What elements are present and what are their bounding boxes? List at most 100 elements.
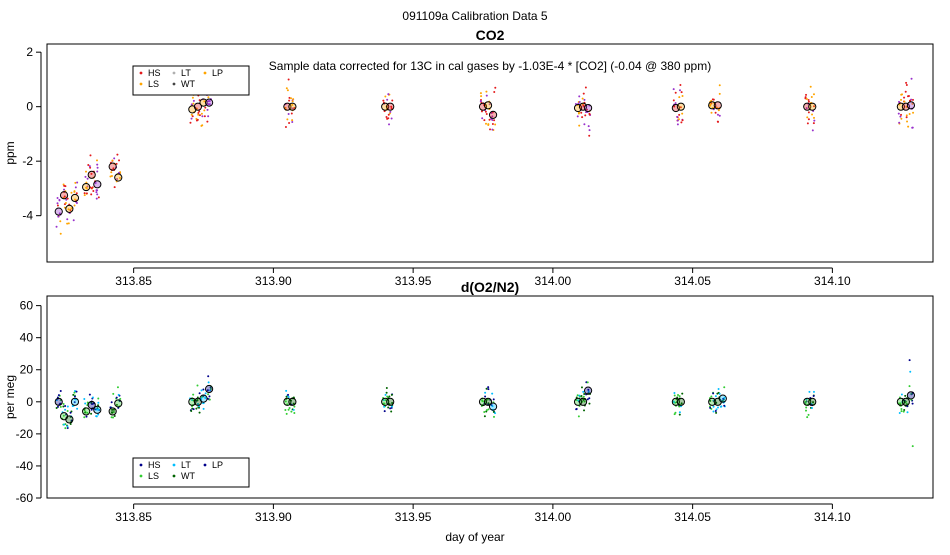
- sample-point: [480, 95, 483, 98]
- sample-point: [714, 409, 717, 412]
- sample-point: [673, 394, 676, 397]
- sample-point: [389, 110, 392, 113]
- sample-point: [491, 115, 494, 118]
- sample-point: [807, 413, 810, 416]
- sample-point: [196, 384, 199, 387]
- sample-point: [583, 98, 586, 101]
- sample-point: [583, 400, 586, 403]
- sample-point: [911, 402, 914, 405]
- sample-point: [807, 111, 810, 114]
- sample-point: [484, 395, 487, 398]
- sample-point: [203, 115, 206, 118]
- legend-label-lp: LP: [212, 460, 223, 470]
- cal-mean-marker: [193, 102, 203, 111]
- sample-point: [582, 104, 585, 107]
- sample-point: [113, 157, 116, 160]
- cal-mean-fill: [60, 191, 68, 199]
- sample-point: [491, 123, 494, 126]
- sample-point: [484, 391, 487, 394]
- sample-point: [386, 98, 389, 101]
- sample-point: [57, 215, 60, 218]
- sample-point: [203, 109, 206, 112]
- sample-point: [382, 399, 385, 402]
- sample-point: [812, 105, 815, 108]
- sample-point: [676, 119, 679, 122]
- sample-point: [812, 394, 815, 397]
- sample-point: [490, 112, 493, 115]
- sample-point: [716, 406, 719, 409]
- sample-point: [576, 394, 579, 397]
- cal-mean-marker: [676, 397, 685, 406]
- y-tick-label: -4: [22, 209, 33, 223]
- sample-point: [391, 99, 394, 102]
- sample-point: [66, 427, 69, 430]
- sample-point: [812, 390, 815, 393]
- cal-mean-fill: [907, 101, 915, 109]
- sample-point: [578, 101, 581, 104]
- cal-mean-marker: [188, 397, 197, 406]
- sample-point: [200, 112, 203, 115]
- sample-point: [118, 159, 121, 162]
- sample-point: [110, 401, 113, 404]
- sample-point: [70, 207, 73, 210]
- cal-mean-marker: [671, 103, 680, 113]
- cal-mean-marker: [803, 102, 812, 111]
- cal-mean-marker: [488, 402, 498, 411]
- sample-point: [59, 390, 62, 393]
- x-tick-label: 314.00: [535, 510, 572, 524]
- sample-point: [208, 100, 211, 103]
- y-tick-label: 20: [20, 363, 34, 377]
- sample-point: [673, 413, 676, 416]
- y-tick-label: -2: [22, 154, 33, 168]
- sample-point: [96, 166, 99, 169]
- x-tick-label: 313.85: [115, 510, 152, 524]
- sample-point: [66, 405, 69, 408]
- sample-point: [494, 86, 497, 89]
- sample-point: [284, 125, 287, 128]
- sample-point: [678, 411, 681, 414]
- sample-point: [718, 392, 721, 395]
- sample-point: [66, 222, 69, 225]
- sample-point: [672, 88, 675, 91]
- cal-mean-fill: [205, 385, 213, 393]
- sample-point: [715, 106, 718, 109]
- sample-point: [110, 174, 113, 177]
- sample-point: [192, 393, 195, 396]
- sample-point: [95, 191, 98, 194]
- sample-point: [96, 193, 99, 196]
- sample-point: [201, 124, 204, 127]
- sample-point: [85, 186, 88, 189]
- sample-point: [287, 408, 290, 411]
- legend-marker: [172, 82, 176, 86]
- cal-mean-fill: [205, 98, 213, 107]
- sample-point: [110, 171, 113, 174]
- cal-mean-marker: [283, 397, 292, 406]
- sample-point: [578, 95, 581, 98]
- sample-point: [97, 401, 100, 404]
- sample-point: [905, 83, 908, 86]
- sample-point: [714, 111, 717, 114]
- sample-point: [383, 410, 386, 413]
- cal-mean-fill: [55, 398, 63, 406]
- sample-point: [588, 129, 591, 132]
- sample-point: [202, 388, 205, 391]
- sample-point: [712, 405, 715, 408]
- sample-point: [487, 123, 490, 126]
- sample-point: [588, 402, 591, 405]
- sample-point: [576, 399, 579, 402]
- sample-point: [196, 403, 199, 406]
- y-tick-label: 2: [26, 45, 33, 59]
- cal-mean-marker: [808, 102, 817, 111]
- sample-point: [83, 408, 86, 411]
- sample-point: [202, 407, 205, 410]
- cal-mean-marker: [386, 397, 395, 406]
- plot-frame: [46, 43, 934, 263]
- sample-point: [110, 411, 113, 414]
- cal-mean-fill: [109, 407, 117, 416]
- sample-point: [715, 411, 718, 414]
- cal-mean-marker: [584, 103, 593, 113]
- sample-point: [64, 408, 67, 411]
- correction-note: Sample data corrected for 13C in cal gas…: [269, 59, 711, 73]
- sample-point: [903, 100, 906, 103]
- sample-point: [65, 413, 68, 416]
